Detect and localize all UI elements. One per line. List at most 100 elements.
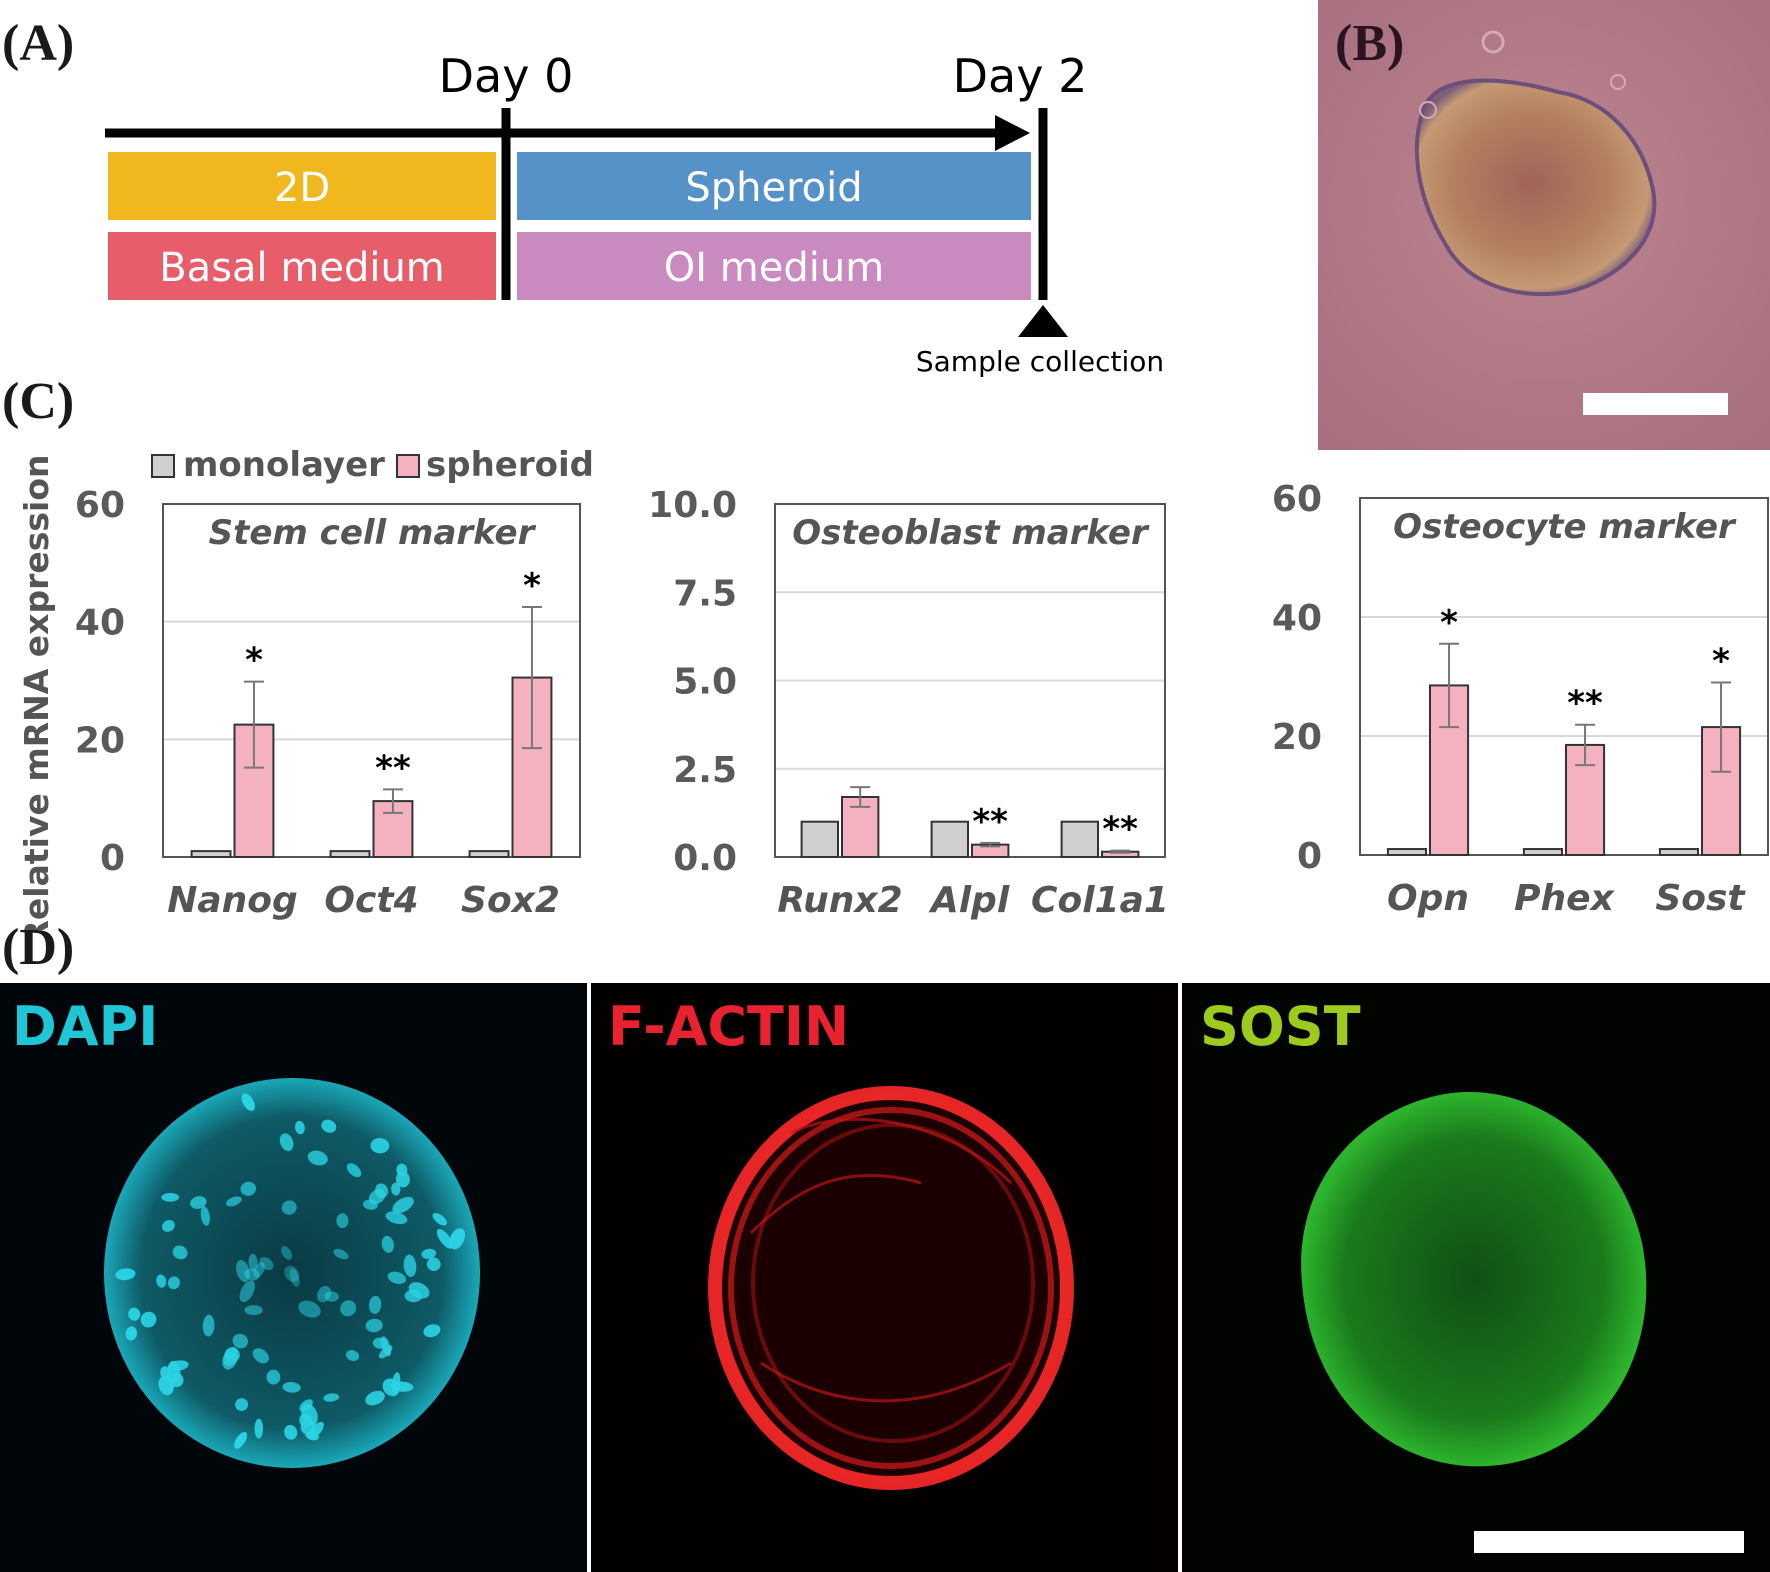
legend-label-monolayer: monolayer [183, 445, 385, 485]
nucleus [284, 1265, 300, 1283]
y-tick-label: 20 [75, 720, 125, 761]
nucleus [432, 1212, 448, 1226]
nucleus [294, 1120, 305, 1135]
nucleus [340, 1300, 357, 1317]
nucleus [222, 1346, 239, 1370]
nucleus [382, 1378, 400, 1397]
bar-monolayer [1522, 848, 1564, 856]
significance-label: * [1712, 641, 1730, 681]
x-tick-label: Oct4 [324, 880, 418, 921]
nucleus [282, 1381, 301, 1393]
nucleus [346, 1163, 362, 1178]
oi-medium-box [517, 232, 1031, 300]
y-tick-label: 2.5 [673, 750, 737, 791]
nucleus [298, 1300, 321, 1318]
nucleus [370, 1137, 390, 1154]
dapi-image [0, 983, 587, 1572]
nucleus [324, 1291, 339, 1302]
nucleus [167, 1276, 180, 1290]
nucleus [259, 1257, 274, 1271]
nucleus [301, 1403, 318, 1426]
nucleus [380, 1336, 392, 1357]
x-tick-label: Col1a1 [1031, 880, 1169, 921]
nucleus [244, 1268, 260, 1281]
nucleus [385, 1211, 408, 1225]
nucleus [281, 1200, 297, 1215]
nucleus [392, 1196, 414, 1214]
dapi-spheroid [104, 1078, 480, 1468]
scale-bar-d [1474, 1531, 1744, 1553]
legend-swatch-monolayer [151, 454, 175, 478]
x-tick-label: Nanog [167, 880, 298, 921]
panel-label-a: (A) [2, 15, 75, 72]
bar-monolayer [329, 850, 371, 858]
significance-label: ** [1567, 684, 1603, 724]
nucleus [161, 1192, 180, 1202]
day0-label: Day 0 [439, 49, 574, 103]
nucleus [333, 1248, 349, 1260]
nucleus [279, 1133, 294, 1152]
nucleus [281, 1246, 293, 1260]
nucleus [254, 1418, 264, 1439]
nucleus [365, 1318, 383, 1333]
chart-title: Osteoblast marker [792, 513, 1150, 553]
sost-image [1182, 983, 1770, 1572]
plot-frame [1359, 497, 1769, 856]
x-tick-label: Sost [1655, 878, 1746, 919]
bar-monolayer [468, 850, 510, 858]
plot-frame [774, 503, 1166, 858]
bar-monolayer [1060, 820, 1099, 859]
nucleus [266, 1369, 281, 1385]
nucleus [241, 1093, 255, 1111]
nucleus [252, 1348, 269, 1364]
nucleus [128, 1307, 141, 1321]
nucleus [423, 1324, 441, 1338]
nucleus [140, 1311, 157, 1328]
y-tick-label: 10.0 [648, 485, 737, 526]
y-tick-label: 60 [75, 485, 125, 526]
y-tick-label: 5.0 [673, 662, 737, 703]
basal-medium-box [108, 232, 496, 300]
nucleus [202, 1314, 215, 1337]
nucleus [321, 1119, 337, 1133]
nucleus [421, 1248, 437, 1259]
nucleus [125, 1326, 138, 1341]
panel-label-d: (D) [2, 919, 75, 976]
nucleus [362, 1199, 378, 1210]
bar-monolayer [930, 820, 969, 859]
x-tick-label: Phex [1514, 878, 1615, 919]
nucleus [235, 1398, 249, 1412]
stain-label-dapi: DAPI [12, 995, 159, 1058]
nucleus [156, 1274, 167, 1288]
nucleus [387, 1271, 407, 1284]
nucleus [234, 1431, 248, 1449]
nucleus [381, 1235, 394, 1253]
significance-label: ** [375, 748, 411, 788]
day2-label: Day 2 [953, 49, 1088, 103]
nucleus [391, 1182, 401, 1196]
panel-label-c: (C) [2, 373, 75, 430]
x-tick-label: Alpl [928, 880, 1010, 921]
nucleus [436, 1228, 453, 1249]
dapi-stain [104, 1078, 480, 1468]
brightfield-image [1318, 0, 1770, 450]
nucleus [172, 1245, 188, 1260]
nucleus [323, 1393, 340, 1402]
nucleus [169, 1373, 184, 1388]
chart-1: 0 20 40 60 Stem cell marker * Nanog ** Oct4 * Sox2 [75, 485, 581, 921]
bar-monolayer [800, 820, 839, 859]
y-tick-label: 20 [1272, 717, 1322, 758]
brightfield-micrograph [1318, 0, 1770, 450]
bar-monolayer [1386, 848, 1428, 856]
nucleus [232, 1333, 248, 1349]
nucleus [284, 1424, 298, 1440]
stage-2d-label: 2D [274, 165, 330, 211]
stain-label-factin: F-ACTIN [608, 995, 850, 1058]
y-tick-label: 40 [1272, 598, 1322, 639]
chart-3: 0 20 40 60 Osteocyte marker * Opn ** Phex * Sost [1272, 479, 1769, 919]
nucleus [239, 1280, 255, 1303]
spheroid-outline [1414, 78, 1657, 297]
sost-spheroid [1301, 1092, 1647, 1467]
y-tick-label: 0.0 [673, 838, 737, 879]
nucleus [368, 1295, 382, 1314]
